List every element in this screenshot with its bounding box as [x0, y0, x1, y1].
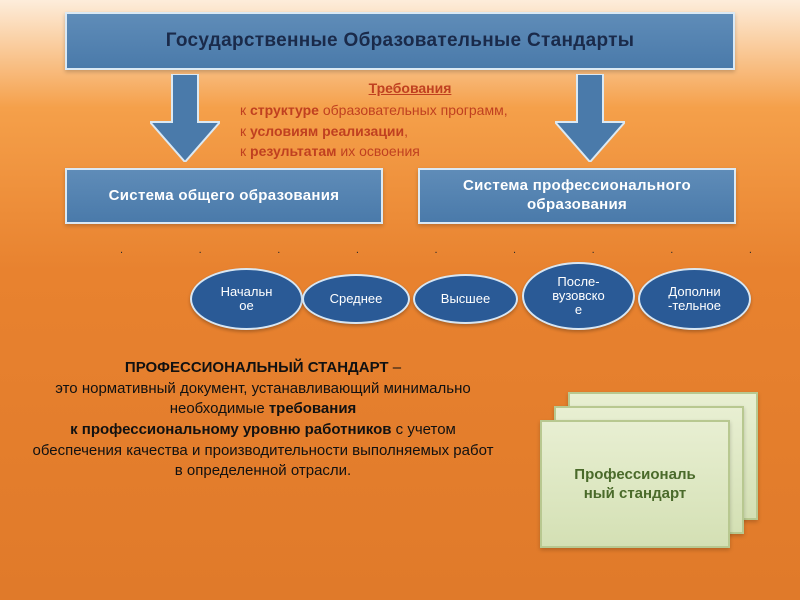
connector-dots: ......... — [120, 244, 760, 256]
requirements-title: Требования — [240, 78, 580, 98]
education-level-oval-3: После- вузовско е — [522, 262, 635, 330]
header-box: Государственные Образовательные Стандарт… — [65, 12, 735, 70]
education-level-oval-4: Дополни -тельное — [638, 268, 751, 330]
card-label: Профессиональ ный стандарт — [574, 465, 695, 504]
subbox-left-label: Система общего образования — [109, 187, 340, 206]
requirements-block: Требования к структуре образовательных п… — [240, 78, 580, 161]
education-level-oval-1: Среднее — [302, 274, 410, 324]
diagram-root: Государственные Образовательные Стандарт… — [0, 0, 800, 600]
standard-card-stack: Профессиональ ный стандарт — [540, 392, 770, 557]
definition-term: ПРОФЕССИОНАЛЬНЫЙ СТАНДАРТ — [125, 359, 389, 376]
header-title: Государственные Образовательные Стандарт… — [166, 30, 635, 52]
definition-block: ПРОФЕССИОНАЛЬНЫЙ СТАНДАРТ – это норматив… — [28, 358, 498, 482]
education-levels-row: Начальн оеСреднееВысшееПосле- вузовско е… — [190, 260, 790, 338]
subbox-right-label: Система профессионального образования — [420, 177, 734, 215]
card-front: Профессиональ ный стандарт — [540, 420, 730, 548]
requirements-line-2: к условиям реализации, — [240, 121, 580, 141]
education-level-oval-0: Начальн ое — [190, 268, 303, 330]
subbox-general-education: Система общего образования — [65, 168, 383, 224]
requirements-line-3: к результатам их освоения — [240, 141, 580, 161]
arrow-left-icon — [150, 74, 220, 162]
education-level-oval-2: Высшее — [413, 274, 518, 324]
requirements-line-1: к структуре образовательных программ, — [240, 100, 580, 120]
subbox-professional-education: Система профессионального образования — [418, 168, 736, 224]
